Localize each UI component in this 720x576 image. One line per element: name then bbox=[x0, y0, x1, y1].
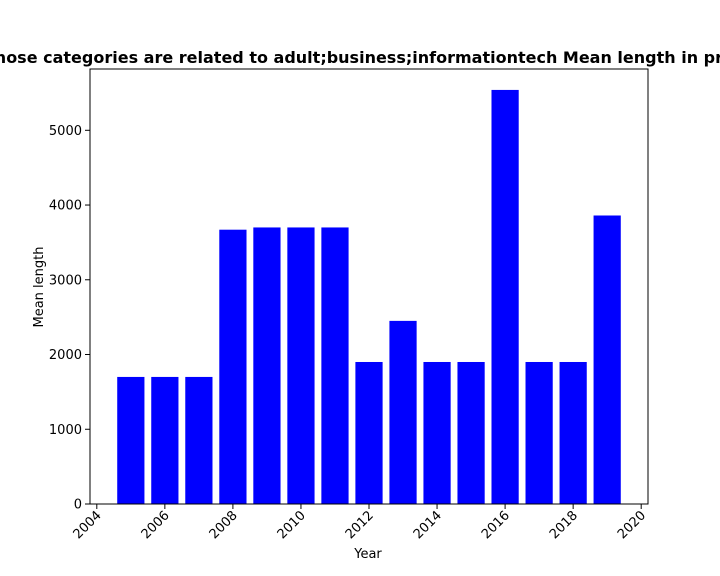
bar-2014 bbox=[423, 361, 451, 504]
y-axis: 0 1000 2000 3000 4000 5000 bbox=[49, 124, 90, 513]
x-tick-label: 2016 bbox=[479, 508, 513, 542]
bar-2019 bbox=[593, 215, 621, 504]
y-tick-label: 5000 bbox=[49, 124, 82, 139]
x-tick-label: 2020 bbox=[615, 508, 649, 542]
x-axis-label: Year bbox=[353, 547, 382, 562]
x-tick-label: 2014 bbox=[411, 508, 445, 542]
bar-2017 bbox=[525, 361, 553, 504]
y-tick-label: 4000 bbox=[49, 199, 82, 214]
x-tick-label: 2006 bbox=[139, 508, 173, 542]
bar-2006 bbox=[151, 376, 179, 504]
bar-2016 bbox=[491, 89, 519, 505]
bar-2010 bbox=[287, 227, 315, 504]
y-axis-label: Mean length bbox=[32, 247, 47, 328]
x-tick-label: 2008 bbox=[207, 508, 241, 542]
bars-group bbox=[117, 89, 621, 505]
x-tick-label: 2012 bbox=[343, 508, 377, 542]
y-tick-label: 1000 bbox=[49, 423, 82, 438]
bar-2018 bbox=[559, 361, 587, 504]
x-tick-label: 2010 bbox=[275, 508, 309, 542]
bar-2012 bbox=[355, 361, 383, 504]
bar-2015 bbox=[457, 361, 485, 504]
bar-2013 bbox=[389, 320, 417, 504]
x-tick-label: 2004 bbox=[71, 508, 105, 542]
bar-2005 bbox=[117, 376, 145, 504]
y-tick-label: 3000 bbox=[49, 273, 82, 288]
bar-2011 bbox=[321, 227, 349, 504]
bar-2009 bbox=[253, 227, 281, 504]
x-tick-label: 2018 bbox=[547, 508, 581, 542]
bar-2008 bbox=[219, 229, 247, 505]
y-tick-label: 2000 bbox=[49, 348, 82, 363]
chart-title: Websites whose categories are related to… bbox=[0, 48, 720, 67]
y-tick-label: 0 bbox=[74, 498, 82, 513]
bar-2007 bbox=[185, 376, 213, 504]
x-axis: 2004 2006 2008 2010 2012 2014 2016 2018 2020 bbox=[71, 504, 649, 542]
